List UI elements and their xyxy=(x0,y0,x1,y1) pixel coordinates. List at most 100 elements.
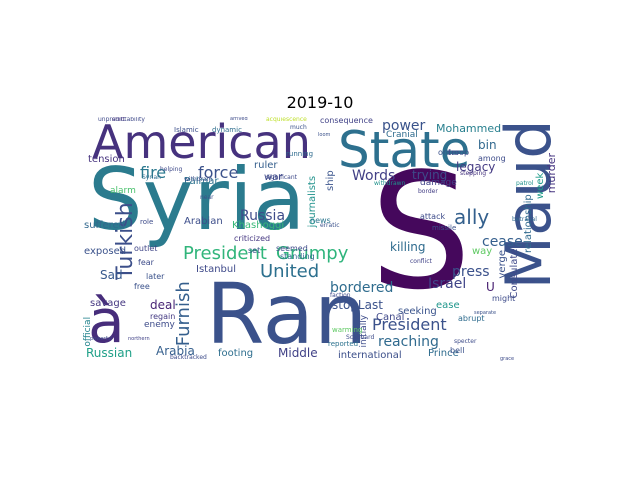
cloud-word: unpredictability xyxy=(98,117,145,123)
cloud-word: acquiescence xyxy=(266,117,307,123)
cloud-word: bordered xyxy=(330,280,394,296)
cloud-word: Ran xyxy=(206,265,368,362)
cloud-word: backtracked xyxy=(170,354,207,361)
cloud-word: tension xyxy=(88,154,125,165)
cloud-word: Islamic xyxy=(174,126,199,134)
cloud-word: stopLast xyxy=(332,298,383,312)
cloud-word: powerful xyxy=(90,336,112,342)
cloud-word: reaching xyxy=(378,334,439,350)
cloud-word: footing xyxy=(218,348,254,359)
cloud-word: S xyxy=(370,138,472,325)
cloud-word: fear xyxy=(138,258,154,267)
cloud-word: Words xyxy=(352,168,396,184)
cloud-word: missile xyxy=(432,224,457,232)
cloud-word: deal xyxy=(150,298,176,312)
cloud-word: news xyxy=(310,216,331,225)
cloud-word: Cranial xyxy=(386,130,418,140)
cloud-word: damage xyxy=(420,178,457,188)
cloud-word: State xyxy=(338,121,471,179)
cloud-word: Lascar xyxy=(516,278,536,285)
cloud-word: dynamic xyxy=(212,126,242,134)
cloud-word: power xyxy=(382,118,426,134)
cloud-word: northern xyxy=(128,336,150,342)
cloud-word: much xyxy=(290,124,307,131)
cloud-word: Russian xyxy=(86,346,133,360)
cloud-word: standing xyxy=(280,252,315,261)
cloud-word: border xyxy=(418,188,438,195)
cloud-word: later xyxy=(146,272,165,281)
cloud-word: Grumpy xyxy=(276,243,349,264)
cloud-word: abrupt xyxy=(458,314,485,323)
cloud-word: ship xyxy=(325,170,336,191)
cloud-word: savage xyxy=(90,298,126,309)
cloud-word: international xyxy=(338,350,402,361)
cloud-word: trying xyxy=(412,168,448,182)
cloud-word: troop xyxy=(448,148,470,157)
cloud-word: U xyxy=(486,280,495,294)
cloud-word: verge xyxy=(497,249,508,279)
cloud-word: criticized xyxy=(234,234,271,243)
chart-title: 2019-10 xyxy=(286,93,354,112)
cloud-word: bell xyxy=(450,346,465,355)
cloud-word: exposed xyxy=(84,246,127,257)
cloud-word: United xyxy=(260,261,320,282)
cloud-word: running xyxy=(286,150,314,158)
cloud-word: withdram xyxy=(184,176,213,183)
cloud-word: reported xyxy=(328,340,359,348)
cloud-word: President xyxy=(372,315,447,334)
cloud-word: killing xyxy=(390,240,426,254)
cloud-word: Canal xyxy=(376,312,405,323)
cloud-word: President xyxy=(183,243,267,264)
cloud-word: ruler xyxy=(254,160,278,171)
cloud-word: Israel xyxy=(428,276,467,292)
cloud-word: might xyxy=(492,294,516,303)
cloud-word: patrol xyxy=(516,180,534,187)
cloud-word: regain xyxy=(150,312,176,321)
cloud-word: order xyxy=(438,148,460,157)
cloud-word: legacy xyxy=(456,160,496,174)
cloud-word: Palmar xyxy=(184,176,219,187)
cloud-word: relationship xyxy=(523,194,534,253)
cloud-word: Arabian xyxy=(184,216,223,227)
cloud-word: Scabbard xyxy=(346,334,375,341)
cloud-word: force xyxy=(198,163,239,182)
cloud-word: Khashoggi xyxy=(232,220,285,231)
cloud-word: conflict xyxy=(410,258,432,265)
cloud-word: significant xyxy=(266,174,297,181)
cloud-word: Prince xyxy=(428,348,459,359)
cloud-word: arrived xyxy=(230,117,248,122)
cloud-word: seemed xyxy=(276,244,308,253)
cloud-word: consequence xyxy=(320,117,373,125)
cloud-word: attack xyxy=(420,212,446,221)
cloud-word: ally xyxy=(454,205,490,229)
cloud-word: role xyxy=(140,218,154,226)
cloud-word: Middle xyxy=(278,346,318,360)
cloud-word: official xyxy=(83,316,93,347)
cloud-word: cease xyxy=(482,234,523,250)
cloud-word: faction xyxy=(330,292,351,299)
cloud-word: betrayal xyxy=(512,216,537,223)
word-cloud: Syria Ran S American State Maude à Turkish Furni… xyxy=(80,117,560,362)
cloud-word: loom xyxy=(318,132,331,138)
cloud-word: suffered xyxy=(84,220,125,231)
cloud-word: free xyxy=(134,282,150,291)
cloud-word: ease xyxy=(436,300,460,311)
cloud-word: erratic xyxy=(320,222,340,229)
cloud-word: Sad xyxy=(100,268,123,282)
cloud-word: Istanbul xyxy=(196,264,237,275)
cloud-word: war xyxy=(264,172,283,183)
cloud-word: among xyxy=(478,154,506,163)
cloud-word: near xyxy=(200,194,214,201)
cloud-word: specter xyxy=(454,338,477,345)
cloud-word: separate xyxy=(474,310,497,316)
cloud-word: week xyxy=(535,172,546,199)
cloud-word: seeking xyxy=(398,306,437,317)
cloud-word: murder xyxy=(545,153,558,194)
cloud-word: helping xyxy=(160,166,183,173)
cloud-word: Syria xyxy=(88,150,306,250)
cloud-word: shift xyxy=(112,117,125,123)
cloud-word: grace xyxy=(500,356,515,362)
cloud-word: Arabia xyxy=(156,344,195,358)
cloud-word: American xyxy=(92,117,311,169)
cloud-word: Furnish xyxy=(173,281,194,347)
